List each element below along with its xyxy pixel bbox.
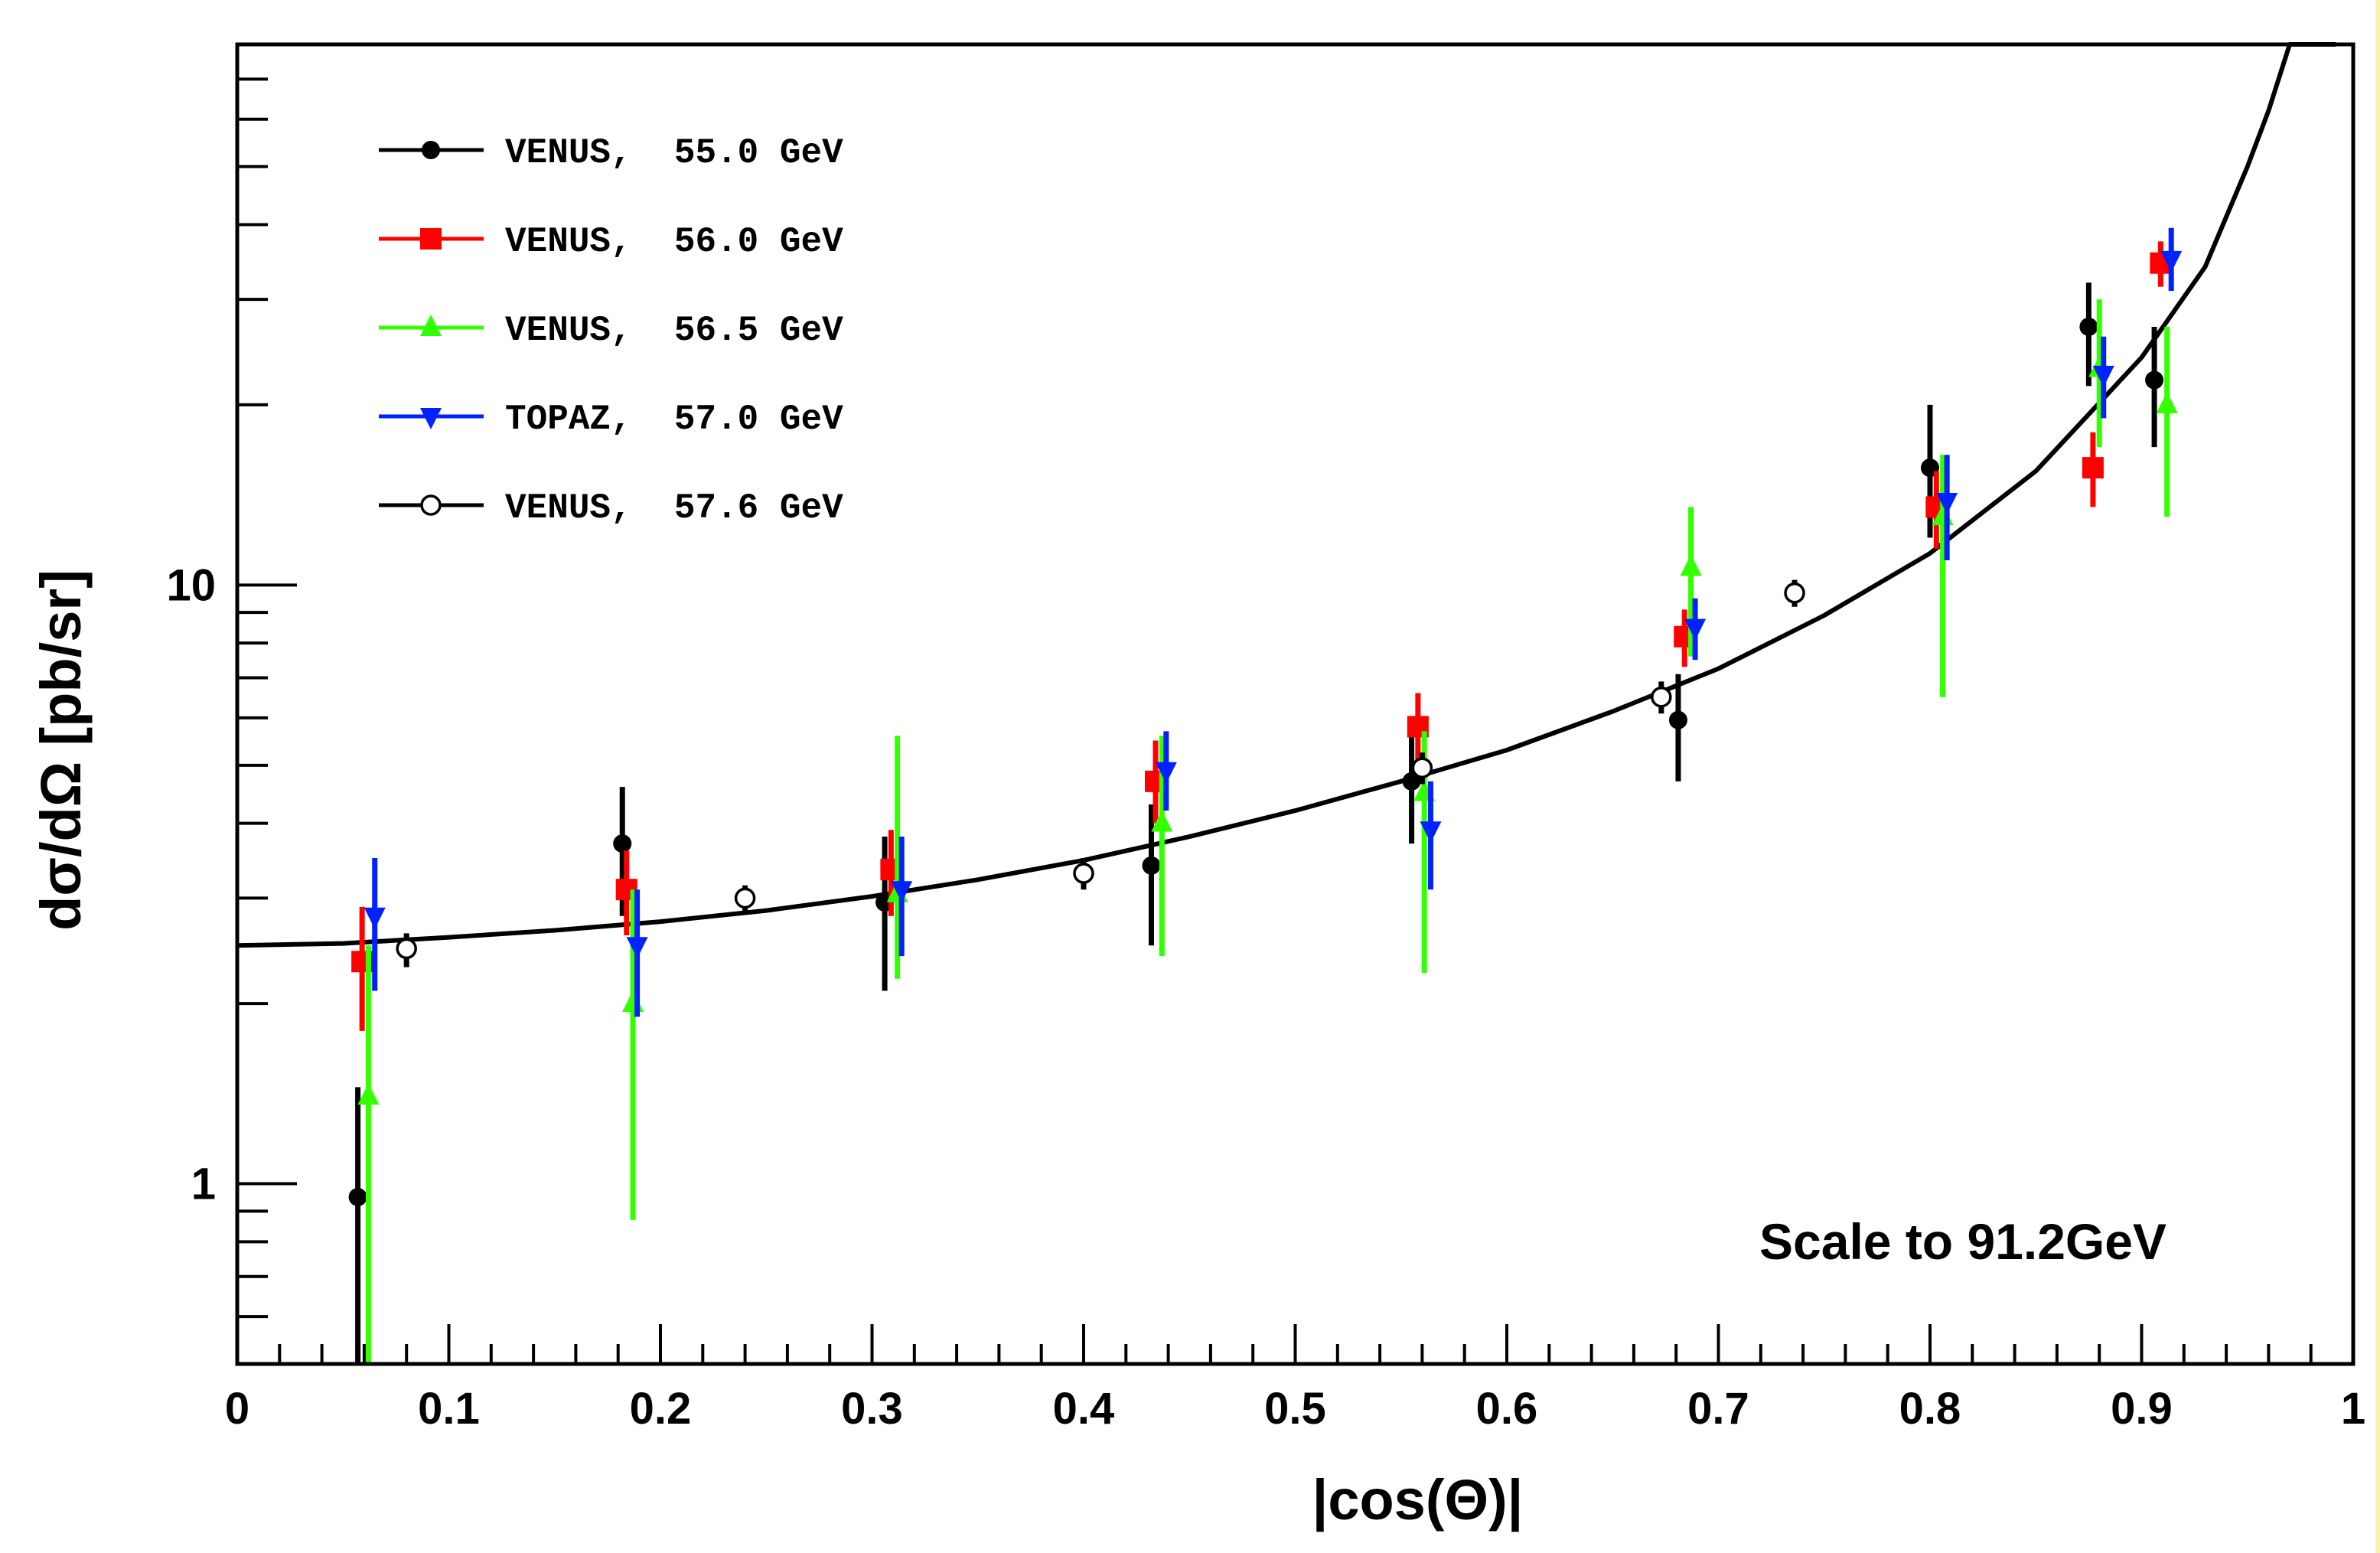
legend-marker [420,315,442,336]
y-tick-label: 10 [166,560,216,610]
x-tick-label: 0 [225,1384,249,1434]
x-tick-label: 0.1 [418,1384,480,1434]
fit-curve-layer [236,42,2336,948]
data-point [396,938,417,960]
data-point [1151,810,1173,832]
x-tick-label: 0.9 [2111,1384,2173,1434]
data-point [1936,492,1958,514]
data-point [626,937,648,959]
legend-marker [420,494,442,516]
legend-label: VENUS, 57.6 GeV [505,488,843,528]
right-edge-strip [2375,0,2380,1553]
data-point [1651,686,1672,708]
data-point [1784,582,1805,604]
x-axis-title: |cos(Θ)| [1312,1468,1524,1532]
data-point [2156,391,2178,413]
fit-curve [236,42,2336,948]
data-point [1155,762,1177,784]
data-point [2160,250,2183,272]
legend: VENUS, 55.0 GeV VENUS, 56.0 GeV VENUS, 56.… [379,133,843,528]
x-tick-label: 1 [2341,1384,2365,1434]
y-axis-title: dσ/dΩ [pb/sr] [29,569,93,931]
data-point [364,907,386,929]
legend-label: TOPAZ, 57.0 GeV [505,400,843,439]
x-tick-label: 0.3 [841,1384,903,1434]
legend-label: VENUS, 56.5 GeV [505,311,843,351]
x-tick-label: 0.6 [1476,1384,1538,1434]
data-point [1073,863,1094,884]
data-point [613,834,632,853]
data-point [2145,370,2164,390]
x-tick-label: 0.4 [1053,1384,1115,1434]
x-tick-label: 0.7 [1687,1384,1749,1434]
data-point [2092,365,2114,387]
data-point [348,1187,367,1206]
x-tick-label: 0.8 [1899,1384,1961,1434]
legend-label: VENUS, 55.0 GeV [505,133,843,173]
data-point [1668,710,1687,729]
data-point [2079,317,2098,336]
data-point [1142,856,1161,875]
legend-label: VENUS, 56.0 GeV [505,222,843,262]
data-point [1420,821,1442,843]
data-point [734,887,756,909]
data-points-layer [348,227,2183,1364]
x-tick-label: 0.2 [630,1384,692,1434]
data-point [1680,554,1702,576]
data-point [2082,457,2104,479]
data-point [891,881,913,903]
data-point [1684,618,1707,641]
data-point [357,1083,380,1105]
legend-marker [420,408,442,429]
scale-annotation: Scale to 91.2GeV [1759,1213,2166,1270]
x-tick-label: 0.5 [1264,1384,1326,1434]
data-point [1402,772,1421,791]
data-point [1411,757,1433,778]
y-tick-label: 1 [191,1160,216,1209]
legend-marker [422,141,440,159]
axes-layer: 0 0.1 0.2 0.3 0.4 0.5 0.6 0.7 0.8 0.9 1 1 10 [166,43,2365,1434]
legend-marker [420,228,442,250]
